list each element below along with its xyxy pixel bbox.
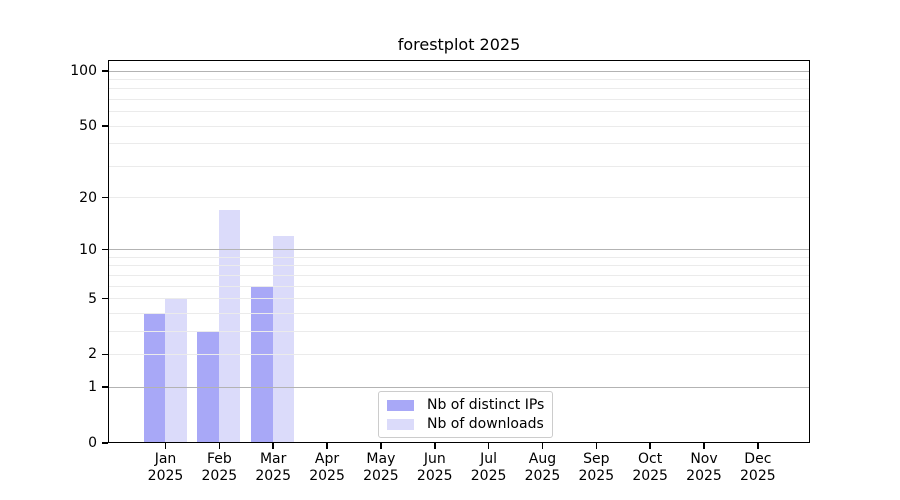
x-tick-mark [272, 443, 274, 449]
x-tick-label-year: 2025 [363, 467, 399, 484]
x-tick-mark [218, 443, 221, 449]
x-tick-label-year: 2025 [524, 467, 561, 484]
gridline-minor [109, 88, 809, 90]
y-tick-label: 5 [88, 290, 97, 307]
legend-swatch-downloads [387, 418, 414, 430]
x-tick-label-year: 2025 [470, 467, 507, 484]
x-tick-label-month: Jul [480, 451, 498, 467]
gridline-minor [109, 298, 809, 300]
gridline-minor [109, 165, 809, 167]
y-tick-mark [102, 386, 108, 388]
x-tick-mark [326, 443, 328, 449]
legend-entry: Nb of distinct IPs [387, 397, 544, 413]
x-tick-label: May 2025 [351, 451, 411, 484]
gridline-minor [109, 98, 809, 100]
x-tick-mark [541, 443, 544, 449]
x-tick-label-month: Jun [423, 451, 446, 467]
x-tick-label-month: Oct [638, 451, 663, 467]
bar-downloads [218, 209, 241, 443]
gridline-major [109, 70, 809, 72]
x-tick-mark [595, 443, 598, 449]
y-tick-mark [102, 196, 108, 199]
x-tick-label-year: 2025 [578, 467, 615, 484]
bar-distinct-ips [143, 312, 165, 443]
gridline-minor [109, 256, 809, 258]
x-tick-label-year: 2025 [686, 467, 722, 484]
gridline-minor [109, 330, 809, 332]
x-tick-label-year: 2025 [309, 467, 345, 484]
gridline-minor [109, 111, 809, 113]
x-tick-label-month: Nov [690, 451, 718, 467]
x-tick-mark [164, 443, 167, 449]
x-tick-label-year: 2025 [147, 467, 184, 484]
legend-label: Nb of downloads [427, 416, 544, 432]
x-tick-mark [649, 443, 651, 449]
gridline-minor [109, 353, 809, 355]
gridline-minor [109, 265, 809, 267]
x-tick-label: Feb 2025 [189, 451, 249, 484]
x-tick-mark [703, 443, 705, 449]
plot-area [108, 60, 810, 443]
x-tick-label: Oct 2025 [620, 451, 680, 484]
x-tick-mark [380, 443, 382, 449]
y-tick-mark [102, 70, 108, 72]
x-tick-label: Jan 2025 [136, 451, 196, 484]
chart-title: forestplot 2025 [397, 35, 521, 54]
gridline-minor [109, 285, 809, 287]
y-tick-mark [102, 442, 108, 444]
x-tick-label: Jun 2025 [405, 451, 465, 484]
gridline-minor [109, 274, 809, 276]
gridline-minor [109, 143, 809, 145]
y-tick-label: 1 [88, 379, 97, 396]
x-tick-label-month: Jan [154, 451, 177, 467]
gridline-major [109, 249, 809, 251]
x-tick-label-year: 2025 [740, 467, 776, 484]
y-tick-label: 0 [88, 435, 97, 451]
bar-downloads [165, 298, 187, 443]
bar-distinct-ips [251, 285, 273, 443]
gridline-major [109, 386, 809, 388]
gridline-minor [109, 197, 809, 199]
x-tick-label-month: Sep [583, 451, 610, 467]
x-tick-label: Dec 2025 [728, 451, 788, 484]
x-tick-label-year: 2025 [632, 467, 668, 484]
x-tick-label-year: 2025 [255, 467, 291, 484]
x-tick-label: Nov 2025 [674, 451, 734, 484]
x-tick-label-month: Feb [206, 451, 232, 467]
y-tick-label: 50 [79, 118, 97, 135]
x-tick-mark [434, 443, 436, 449]
bar-downloads [272, 235, 295, 443]
y-tick-mark [102, 248, 108, 251]
legend-entry: Nb of downloads [387, 416, 544, 432]
gridline-minor [109, 125, 809, 127]
x-tick-label: Mar 2025 [243, 451, 303, 484]
legend-label: Nb of distinct IPs [427, 397, 545, 413]
legend-swatch-distinct-ips [387, 399, 414, 411]
bar-distinct-ips [197, 330, 219, 443]
x-tick-label-month: May [366, 451, 396, 467]
x-tick-mark [757, 443, 759, 449]
y-tick-mark [102, 353, 108, 356]
x-tick-label-year: 2025 [201, 467, 238, 484]
gridline-minor [109, 312, 809, 314]
x-tick-label-month: Mar [259, 451, 287, 467]
gridline-minor [109, 78, 809, 80]
y-tick-mark [102, 297, 108, 300]
y-tick-label: 20 [79, 189, 97, 206]
y-tick-label: 2 [88, 346, 97, 363]
x-tick-label: Sep 2025 [566, 451, 626, 484]
x-tick-label-month: Apr [314, 451, 340, 467]
x-tick-label-month: Aug [528, 451, 557, 467]
x-tick-label-year: 2025 [416, 467, 453, 484]
y-tick-mark [102, 125, 108, 127]
legend: Nb of distinct IPs Nb of downloads [378, 391, 554, 438]
x-tick-label: Apr 2025 [297, 451, 357, 484]
y-tick-label: 10 [79, 241, 97, 258]
x-tick-label: Jul 2025 [459, 451, 519, 484]
y-tick-label: 100 [70, 63, 97, 79]
x-tick-label: Aug 2025 [512, 451, 572, 484]
x-tick-label-month: Dec [744, 451, 772, 467]
x-tick-mark [487, 443, 490, 449]
